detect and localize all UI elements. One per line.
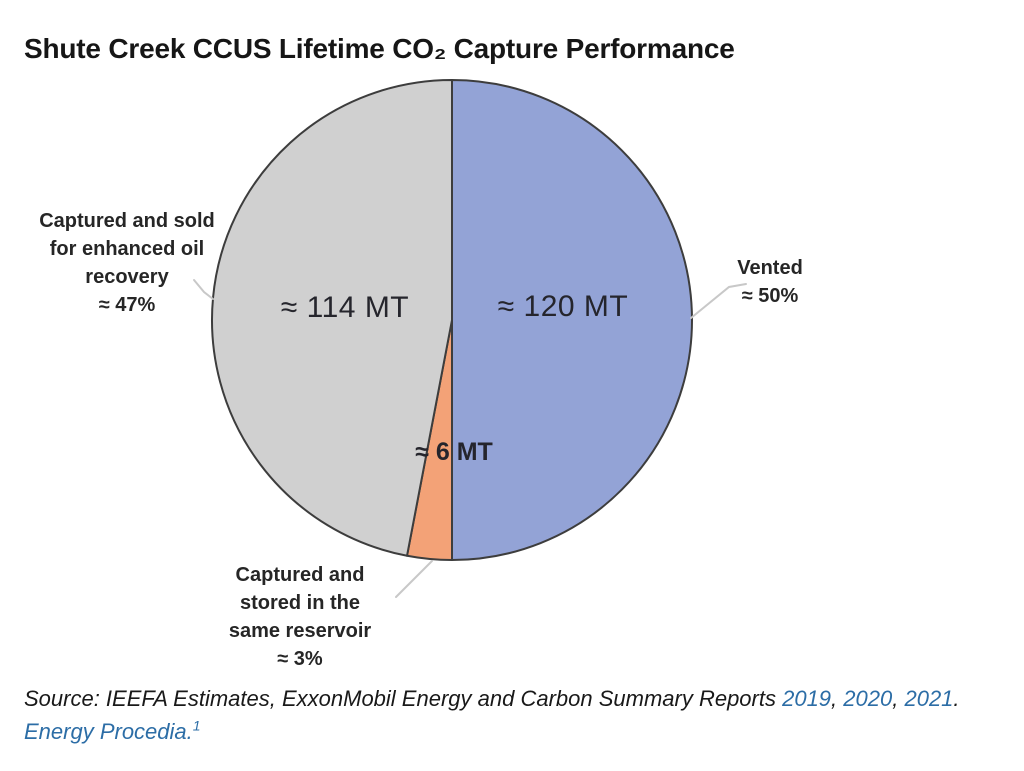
source-note: Source: IEEFA Estimates, ExxonMobil Ener… bbox=[24, 682, 1014, 748]
pie-slices bbox=[211, 79, 693, 561]
label-line: Captured and bbox=[235, 564, 365, 586]
value-label-stored: ≈ 6 MT bbox=[415, 438, 493, 466]
label-line: ≈ 47% bbox=[98, 294, 156, 316]
separator: , bbox=[831, 686, 844, 711]
chart-title: Shute Creek CCUS Lifetime CO₂ Capture Pe… bbox=[24, 32, 735, 64]
label-line: for enhanced oil bbox=[49, 238, 205, 260]
leader-line-eor bbox=[193, 279, 214, 300]
pie-slice-captured-sold-eor bbox=[211, 79, 453, 557]
link-energy-procedia[interactable]: Energy Procedia. bbox=[24, 719, 193, 744]
footnote-marker[interactable]: 1 bbox=[192, 717, 201, 734]
label-line: stored in the bbox=[239, 592, 360, 614]
link-2020[interactable]: 2020 bbox=[843, 686, 893, 711]
label-vented: Vented ≈ 50% bbox=[714, 254, 826, 310]
label-line: recovery bbox=[85, 266, 169, 288]
link-2019[interactable]: 2019 bbox=[782, 686, 832, 711]
pie-slice-vented bbox=[451, 79, 693, 561]
source-text: Source: IEEFA Estimates, ExxonMobil Ener… bbox=[24, 686, 783, 711]
period: . bbox=[953, 686, 960, 711]
label-line: Captured and sold bbox=[39, 210, 215, 232]
label-line: same reservoir bbox=[228, 620, 372, 642]
separator: , bbox=[892, 686, 905, 711]
leader-line-stored bbox=[395, 560, 433, 598]
label-line: ≈ 3% bbox=[277, 648, 323, 670]
value-label-eor: ≈ 114 MT bbox=[280, 291, 410, 324]
label-line: ≈ 50% bbox=[741, 285, 799, 307]
label-line: Vented bbox=[737, 257, 803, 279]
label-captured-sold-eor: Captured and sold for enhanced oil recov… bbox=[28, 207, 226, 319]
link-2021[interactable]: 2021 bbox=[904, 686, 954, 711]
value-label-vented: ≈ 120 MT bbox=[497, 290, 629, 323]
leader-line-vented bbox=[690, 283, 747, 319]
label-stored-same-reservoir: Captured and stored in the same reservoi… bbox=[198, 561, 402, 673]
